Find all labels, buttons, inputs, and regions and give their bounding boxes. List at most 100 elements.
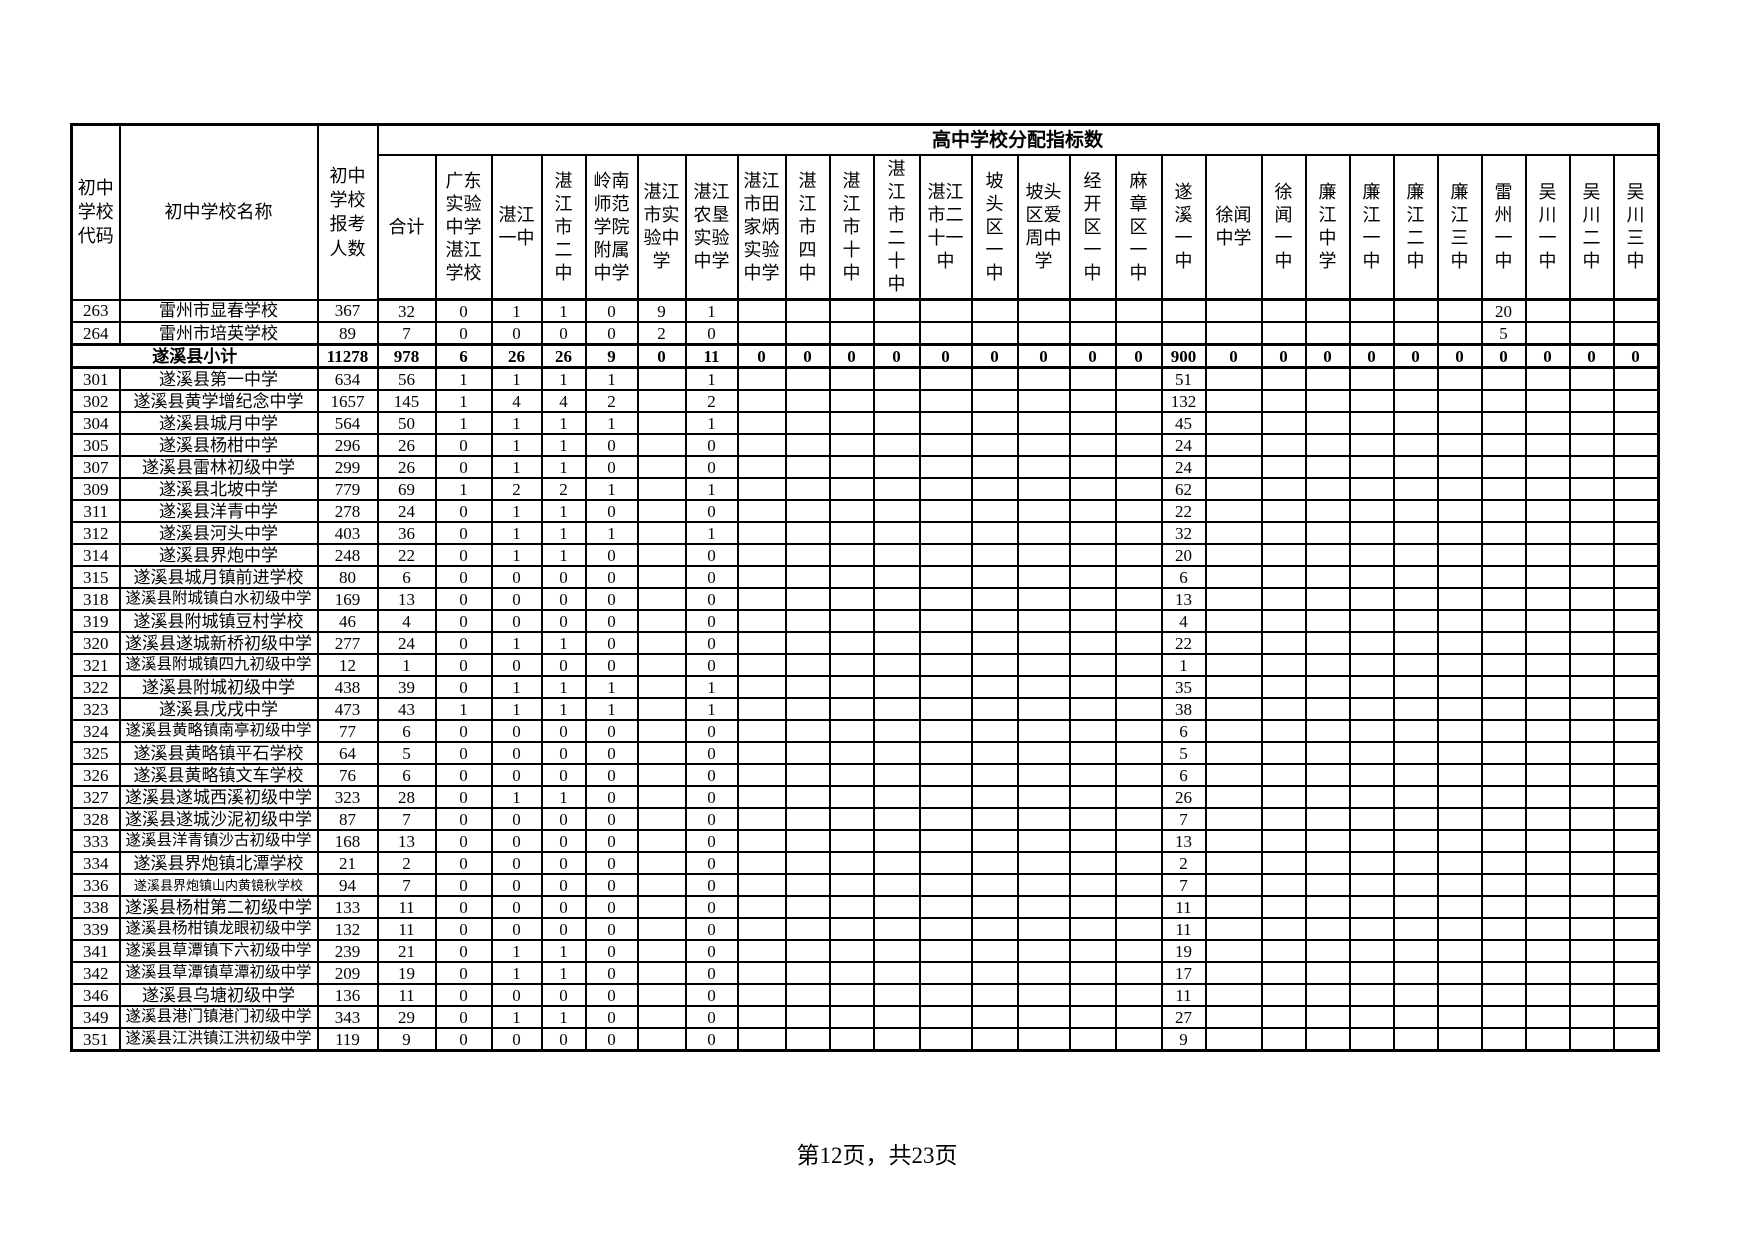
- cell-value: [1612, 1005, 1659, 1030]
- cell-value: [1524, 587, 1571, 612]
- cell-value: [784, 366, 831, 392]
- cell-value: 0: [584, 763, 639, 788]
- cell-value: [828, 983, 875, 1008]
- cell-value: [1068, 983, 1117, 1008]
- cell-value: [872, 565, 921, 590]
- cell-value: [1260, 366, 1307, 392]
- cell-value: 4: [540, 389, 587, 414]
- cell-value: [970, 917, 1019, 942]
- cell-value: [1480, 719, 1527, 744]
- cell-value: 1: [540, 433, 587, 458]
- cell-value: [784, 719, 831, 744]
- cell-name: 遂溪县乌塘初级中学: [118, 983, 319, 1008]
- cell-value: 0: [434, 1005, 493, 1030]
- cell-value: [828, 917, 875, 942]
- cell-value: 1: [490, 499, 543, 524]
- cell-name: 遂溪县城月镇前进学校: [118, 565, 319, 590]
- cell-value: [636, 389, 687, 414]
- cell-value: [1260, 321, 1307, 346]
- cell-value: [1016, 895, 1071, 920]
- cell-value: [1348, 719, 1395, 744]
- cell-value: [872, 298, 921, 324]
- cell-name: 遂溪县洋青镇沙古初级中学: [118, 829, 319, 854]
- cell-value: 0: [736, 343, 787, 370]
- cell-value: [1480, 983, 1527, 1008]
- cell-name: 遂溪县界炮中学: [118, 543, 319, 568]
- cell-value: 1: [1160, 653, 1207, 678]
- cell-code: 304: [70, 411, 121, 436]
- cell-value: 1: [540, 1005, 587, 1030]
- cell-value: [1016, 939, 1071, 964]
- cell-value: [1068, 697, 1117, 722]
- cell-value: 13: [1160, 587, 1207, 612]
- cell-value: [636, 587, 687, 612]
- cell-value: 0: [684, 609, 739, 634]
- cell-value: [1436, 477, 1483, 502]
- cell-value: [1612, 321, 1659, 346]
- cell-value: [1114, 411, 1163, 436]
- cell-value: [1068, 455, 1117, 480]
- cell-value: 62: [1160, 477, 1207, 502]
- cell-total: 9: [376, 1027, 437, 1052]
- cell-value: [1568, 477, 1615, 502]
- cell-value: 0: [540, 807, 587, 832]
- cell-value: [1480, 411, 1527, 436]
- cell-value: [1260, 961, 1307, 986]
- table-row: 315 遂溪县城月镇前进学校 80 6 0 0 0 0 0 6: [70, 565, 1659, 590]
- cell-value: 0: [490, 851, 543, 876]
- cell-value: [1204, 455, 1263, 480]
- cell-value: [970, 829, 1019, 854]
- cell-value: 0: [490, 873, 543, 898]
- table-row: 311 遂溪县洋青中学 278 24 0 1 1 0 0 22: [70, 499, 1659, 524]
- cell-value: [1612, 763, 1659, 788]
- cell-value: 20: [1480, 298, 1527, 324]
- cell-value: 1: [490, 543, 543, 568]
- cell-value: 0: [784, 343, 831, 370]
- cell-total: 43: [376, 697, 437, 722]
- cell-value: 0: [684, 895, 739, 920]
- cell-value: [1260, 785, 1307, 810]
- cell-value: [1016, 631, 1071, 656]
- cell-name: 遂溪县杨柑镇龙眼初级中学: [118, 917, 319, 942]
- cell-value: [1568, 631, 1615, 656]
- cell-value: [828, 587, 875, 612]
- cell-value: [1304, 587, 1351, 612]
- cell-value: [1480, 895, 1527, 920]
- table-row: 318 遂溪县附城镇白水初级中学 169 13 0 0 0 0 0 13: [70, 587, 1659, 612]
- cell-value: [1304, 477, 1351, 502]
- cell-value: [1612, 917, 1659, 942]
- cell-value: [1524, 366, 1571, 392]
- cell-value: [1304, 1027, 1351, 1052]
- cell-value: [1114, 389, 1163, 414]
- cell-value: [1114, 609, 1163, 634]
- cell-value: [1612, 543, 1659, 568]
- cell-value: [784, 499, 831, 524]
- cell-value: [1016, 411, 1071, 436]
- cell-value: [1348, 298, 1395, 324]
- cell-value: [872, 1027, 921, 1052]
- cell-value: [828, 455, 875, 480]
- cell-value: [1436, 719, 1483, 744]
- cell-value: [1068, 298, 1117, 324]
- cell-value: 0: [684, 763, 739, 788]
- cell-value: [970, 411, 1019, 436]
- cell-value: [784, 455, 831, 480]
- cell-value: [1304, 785, 1351, 810]
- cell-value: [1524, 455, 1571, 480]
- cell-value: [1524, 895, 1571, 920]
- table-row: 319 遂溪县附城镇豆村学校 46 4 0 0 0 0 0 4: [70, 609, 1659, 634]
- cell-value: [636, 411, 687, 436]
- cell-value: [1114, 895, 1163, 920]
- cell-name: 遂溪县城月中学: [118, 411, 319, 436]
- cell-applicants: 136: [316, 983, 379, 1008]
- cell-value: [1524, 631, 1571, 656]
- cell-value: [1392, 499, 1439, 524]
- cell-code: 263: [70, 298, 121, 324]
- cell-total: 29: [376, 1005, 437, 1030]
- cell-value: [1436, 298, 1483, 324]
- cell-value: 1: [490, 785, 543, 810]
- page-footer: 第12页，共23页: [796, 1143, 958, 1168]
- cell-value: [1114, 829, 1163, 854]
- cell-value: [1480, 477, 1527, 502]
- cell-value: [736, 895, 787, 920]
